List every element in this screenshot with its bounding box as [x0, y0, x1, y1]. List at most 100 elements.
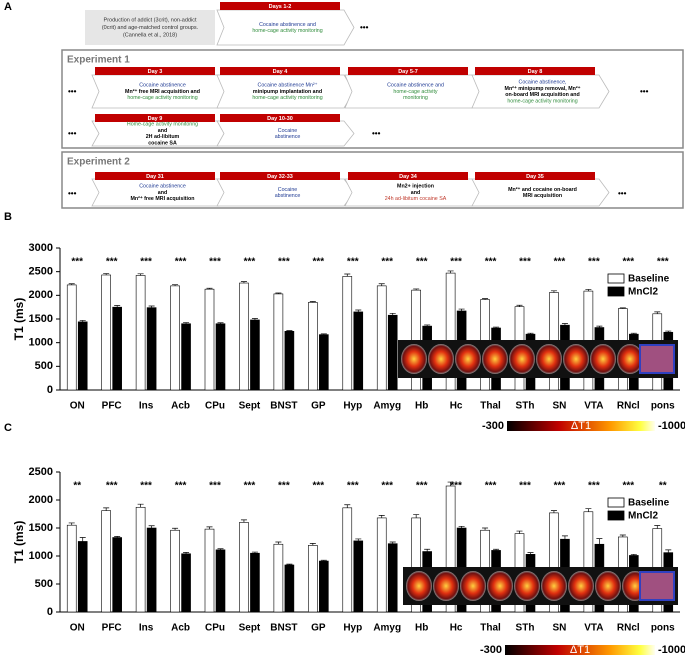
- bar: [308, 302, 318, 391]
- brain-slice: [433, 571, 459, 601]
- bar: [77, 541, 88, 613]
- bar: [353, 540, 364, 613]
- bar: [135, 275, 146, 391]
- intro-text: (0crit) and age-matched control groups.: [102, 25, 199, 31]
- x-tick-label: pons: [651, 623, 675, 634]
- day-tab: [475, 67, 595, 75]
- x-tick-label: GP: [311, 623, 326, 634]
- bar: [66, 524, 77, 613]
- experiment-title: Experiment 1: [67, 55, 130, 66]
- step-text: Home-cage activity monitoring: [127, 121, 198, 127]
- brain-slice: [514, 571, 540, 601]
- bar: [239, 522, 249, 613]
- error-bar: [654, 311, 661, 314]
- x-tick-label: PFC: [102, 623, 122, 634]
- panel-label: B: [4, 211, 12, 223]
- x-tick-label: Hc: [450, 401, 463, 412]
- y-tick-label: 1000: [29, 550, 53, 562]
- colorbar-min: -300: [482, 420, 504, 432]
- step-text: home-cage activity monitoring: [252, 28, 322, 34]
- significance: ***: [175, 257, 187, 268]
- error-bar: [378, 283, 385, 286]
- step-text: and: [158, 128, 167, 134]
- bar: [204, 288, 215, 391]
- significance: ***: [450, 481, 462, 492]
- significance: ***: [622, 257, 634, 268]
- significance: ***: [71, 257, 83, 268]
- panel-label: C: [4, 422, 12, 434]
- error-bar: [79, 537, 86, 542]
- brain-slice: [482, 344, 508, 374]
- step-text: Cocaine abstinence: [139, 184, 186, 190]
- colorbar: [507, 421, 655, 431]
- step-text: on-board MRI acquisition and: [505, 92, 579, 98]
- bar: [284, 564, 295, 613]
- step-text: home-cage activity monitoring: [127, 95, 197, 101]
- experiment-frame: [61, 151, 684, 209]
- step-text: minipump implantation and: [253, 89, 322, 95]
- day-label: Day 9: [148, 116, 163, 122]
- error-bar: [217, 548, 224, 550]
- significance: ***: [244, 257, 256, 268]
- significance: ***: [416, 481, 428, 492]
- y-axis-label: T1 (ms): [12, 298, 26, 341]
- step-box: [216, 74, 355, 109]
- significance: ***: [106, 481, 118, 492]
- error-bar: [458, 308, 465, 311]
- legend-swatch: [607, 286, 625, 297]
- step-text: MRI acquisition: [523, 193, 562, 199]
- error-bar: [148, 305, 155, 308]
- day-label: Day 3: [148, 69, 163, 75]
- brain-slice: [455, 344, 481, 374]
- bar: [215, 323, 226, 391]
- step-text: home-cage activity: [393, 89, 438, 95]
- brain-slice: [563, 344, 589, 374]
- bar: [239, 282, 249, 391]
- error-bar: [482, 527, 489, 531]
- significance: ***: [312, 481, 324, 492]
- panel-label: A: [4, 1, 12, 13]
- bar: [146, 527, 157, 613]
- step-text: monitoring: [403, 95, 428, 101]
- error-bar: [527, 552, 534, 555]
- step-text: Cocaine abstinence,: [519, 79, 567, 85]
- significance: ***: [347, 481, 359, 492]
- bar: [250, 319, 260, 391]
- significance: ***: [416, 257, 428, 268]
- x-tick-label: Thal: [480, 623, 501, 634]
- error-bar: [240, 281, 247, 284]
- error-bar: [493, 326, 500, 328]
- colorbar: [505, 645, 655, 655]
- error-bar: [148, 525, 155, 528]
- brain-slice: [428, 344, 454, 374]
- error-bar: [206, 526, 213, 530]
- step-box: [471, 74, 610, 109]
- significance: ***: [519, 257, 531, 268]
- error-bar: [240, 519, 247, 523]
- brain-sagittal: [639, 344, 675, 374]
- step-text: and: [411, 190, 420, 196]
- ellipsis: •••: [68, 189, 77, 198]
- y-tick-label: 2000: [29, 494, 53, 506]
- day-label: Day 10-30: [267, 116, 293, 122]
- brain-slice: [406, 571, 432, 601]
- step-text: Cocaine abstinence and: [387, 83, 444, 89]
- x-tick-label: Ins: [139, 623, 154, 634]
- step-text: Mn²⁺ and cocaine on-board: [508, 187, 577, 193]
- day-label: Day 4: [273, 69, 289, 75]
- error-bar: [79, 320, 86, 322]
- x-tick-label: VTA: [584, 623, 603, 634]
- step-text: Mn²⁺ minipump removal, Mn²⁺: [505, 86, 581, 92]
- step-text: Cocaine abstinence: [139, 83, 186, 89]
- x-tick-label: Thal: [480, 401, 501, 412]
- y-tick-label: 500: [35, 578, 53, 590]
- error-bar: [378, 515, 385, 518]
- bar: [342, 276, 353, 391]
- day-label: Days 1-2: [269, 4, 292, 10]
- brain-slice: [401, 344, 427, 374]
- error-bar: [424, 548, 431, 552]
- significance: ***: [588, 257, 600, 268]
- bar: [112, 537, 122, 613]
- brain-slice: [590, 344, 616, 374]
- error-bar: [619, 534, 626, 537]
